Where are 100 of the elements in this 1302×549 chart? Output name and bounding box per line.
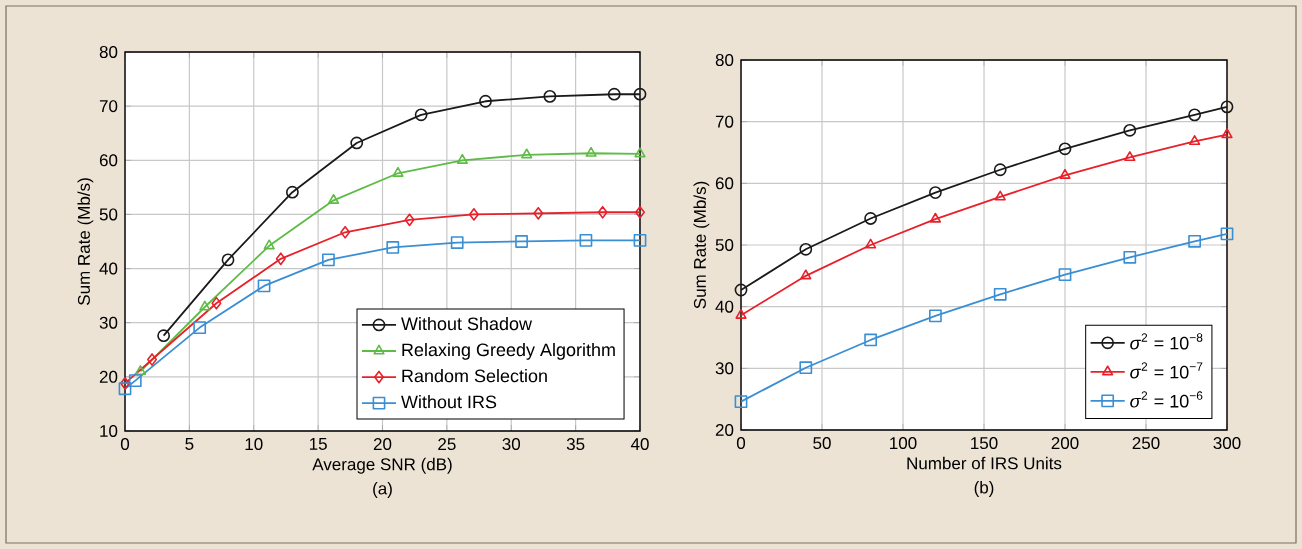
point [120,376,131,390]
x-tick-label: 150 [971,437,998,450]
point [929,212,942,223]
y-tick-label: 20 [715,423,734,436]
point [157,329,171,343]
point [864,238,877,249]
point [521,148,533,159]
point [633,87,647,101]
point [929,186,942,199]
x-tick-label: 15 [309,438,327,450]
point [1123,123,1137,137]
x-tick-label: 300 [1213,437,1241,450]
text: (b) [974,481,994,497]
point [147,353,158,366]
point [285,185,299,199]
point [1188,234,1201,248]
point [633,234,647,247]
legend-label: Without IRS [401,395,497,409]
point [800,269,812,280]
point [340,225,351,239]
point [1188,108,1201,122]
x-tick-label: 5 [185,438,194,450]
point [929,309,942,323]
x-tick-label: 10 [245,438,263,451]
point [327,193,340,204]
point [1059,168,1071,179]
point [607,87,621,101]
point [456,153,468,164]
x-tick-label: 0 [736,437,746,450]
point [128,374,142,388]
x-tick-label: 100 [890,437,917,450]
point [263,239,275,250]
point [799,361,813,375]
point [1188,134,1201,145]
y-tick-label: 70 [99,100,118,113]
y-tick-label: 60 [715,177,734,190]
y-tick-label: 60 [99,154,118,167]
point [994,190,1006,201]
y-tick-label: 40 [715,300,734,313]
point [734,395,748,409]
point [1220,100,1234,114]
y-tick-label: 70 [715,115,734,128]
point [1220,227,1234,241]
x-tick-label: 35 [566,438,585,451]
x-tick-label: 40 [630,438,649,451]
point [1221,128,1233,139]
point [350,136,364,150]
point [735,308,747,319]
point [864,212,878,225]
point [864,333,878,347]
y-tick-label: 80 [715,54,734,67]
legend-label: Without Shadow [401,316,533,331]
y-tick-label: 30 [99,316,118,329]
point [479,94,492,108]
point [543,89,557,103]
legend-label: Relaxing Greedy Algorithm [402,342,615,360]
y-tick-label: 80 [99,45,118,59]
legend-label: σ$^{2}$ = 10$^{−7}$ [1130,362,1203,379]
legend-label: Random Selection [402,369,547,383]
x-tick-label: 20 [373,438,392,451]
point [468,208,479,221]
x-tick-label: 30 [502,438,521,451]
point [1058,268,1072,281]
point [993,287,1007,301]
y-axis-title: Sum Rate (Mb/s) [77,178,94,305]
point [199,300,211,311]
point [450,236,464,249]
x-axis-title: Number of IRS Units [907,456,1062,470]
y-tick-label: 50 [99,208,118,221]
point [404,213,415,227]
text: (a) [373,482,392,498]
x-tick-label: 50 [813,437,831,450]
y-tick-label: 20 [99,370,118,383]
point [585,146,597,157]
legend-label: σ$^{2}$ = 10$^{−6}$ [1130,391,1203,408]
point [193,321,207,334]
point [386,241,400,254]
point [515,235,528,248]
x-tick-label: 25 [438,438,456,451]
y-tick-label: 10 [100,424,118,437]
point [597,205,608,219]
point [993,163,1007,177]
point [799,242,813,256]
y-tick-label: 50 [715,238,734,251]
point [533,206,544,220]
point [579,234,593,247]
point [392,166,404,177]
y-tick-label: 40 [99,262,118,275]
y-axis-title: Sum Rate (Mb/s) [693,181,710,309]
point [1123,250,1137,264]
point [635,205,645,219]
x-tick-label: 250 [1132,437,1160,450]
x-tick-label: 200 [1051,437,1079,450]
point [275,252,286,266]
point [134,365,147,376]
point [1124,151,1136,162]
point [414,108,428,122]
point [634,147,646,158]
point [322,253,335,267]
point [1058,142,1072,156]
